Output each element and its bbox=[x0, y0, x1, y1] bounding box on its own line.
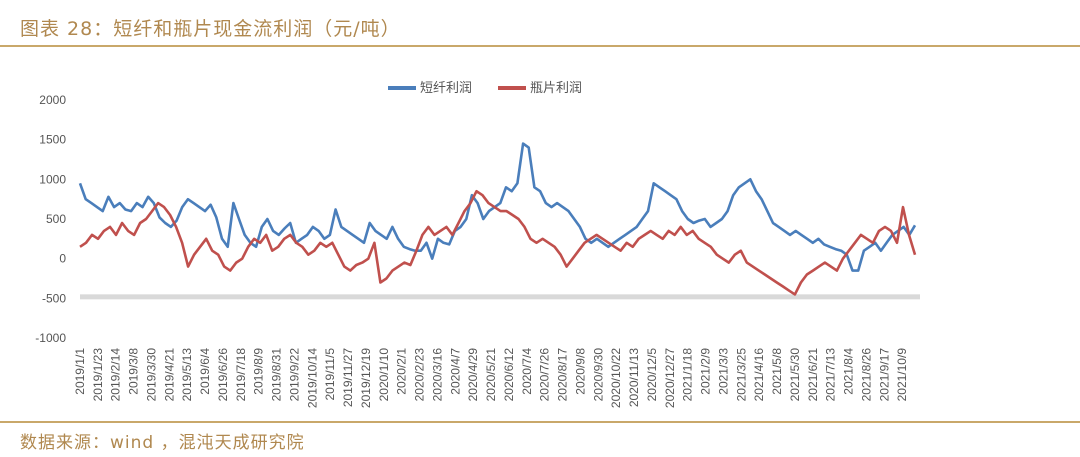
x-tick-label: 2020/7/26 bbox=[538, 348, 552, 402]
x-tick-label: 2019/10/14 bbox=[305, 348, 319, 408]
y-tick-label: 0 bbox=[59, 252, 66, 266]
x-tick-label: 2020/12/27 bbox=[663, 348, 677, 408]
x-tick-label: 2019/11/5 bbox=[323, 348, 337, 401]
x-tick-label: 2019/7/18 bbox=[234, 348, 248, 402]
x-tick-label: 2021/6/21 bbox=[806, 348, 820, 402]
x-tick-label: 2019/8/31 bbox=[270, 348, 284, 402]
x-tick-label: 2021/1/18 bbox=[681, 348, 695, 402]
x-tick-label: 2019/3/8 bbox=[127, 348, 141, 395]
baseline-band bbox=[80, 294, 920, 300]
y-axis: 2000 1500 1000 500 0 -500 -1000 bbox=[35, 93, 66, 345]
x-tick-label: 2019/9/22 bbox=[288, 348, 302, 402]
x-tick-label: 2019/12/19 bbox=[359, 348, 373, 408]
x-tick-label: 2020/10/22 bbox=[609, 348, 623, 408]
x-tick-label: 2021/5/30 bbox=[788, 348, 802, 402]
y-tick-label: 2000 bbox=[39, 93, 66, 107]
x-tick-label: 2019/5/13 bbox=[180, 348, 194, 402]
x-tick-label: 2021/10/9 bbox=[895, 348, 909, 402]
series-line-1 bbox=[79, 189, 917, 296]
x-tick-label: 2019/6/26 bbox=[216, 348, 230, 402]
x-tick-label: 2020/9/8 bbox=[573, 348, 587, 395]
y-tick-label: -1000 bbox=[35, 331, 66, 345]
line-chart: 短纤利润 瓶片利润 2000 1500 1000 500 0 -500 -1000 2019… bbox=[35, 81, 920, 408]
x-tick-label: 2021/4/16 bbox=[752, 348, 766, 402]
x-tick-label: 2019/2/14 bbox=[109, 348, 123, 402]
x-tick-label: 2020/12/5 bbox=[645, 348, 659, 402]
figure-title: 图表 28：短纤和瓶片现金流利润（元/吨） bbox=[20, 18, 401, 40]
y-tick-label: -500 bbox=[42, 291, 66, 305]
x-tick-label: 2019/8/9 bbox=[252, 348, 266, 395]
x-tick-label: 2020/4/7 bbox=[448, 348, 462, 395]
x-tick-label: 2019/11/27 bbox=[341, 348, 355, 407]
x-tick-label: 2021/8/4 bbox=[842, 348, 856, 395]
series-line-0 bbox=[78, 142, 917, 272]
x-tick-label: 2020/8/17 bbox=[556, 348, 570, 402]
x-tick-label: 2021/7/13 bbox=[824, 348, 838, 402]
y-tick-label: 1500 bbox=[39, 133, 66, 147]
x-axis: 2019/1/1 2019/1/23 2019/2/14 2019/3/8 2019/3… bbox=[73, 348, 909, 408]
x-tick-label: 2020/6/12 bbox=[502, 348, 516, 402]
x-tick-label: 2020/3/16 bbox=[430, 348, 444, 402]
x-tick-label: 2020/1/10 bbox=[377, 348, 391, 402]
x-tick-label: 2020/4/29 bbox=[466, 348, 480, 402]
x-tick-label: 2021/8/26 bbox=[859, 348, 873, 402]
legend-label-short-fiber: 短纤利润 bbox=[420, 81, 472, 96]
x-tick-label: 2019/1/23 bbox=[91, 348, 105, 402]
x-tick-label: 2020/2/23 bbox=[413, 348, 427, 402]
legend-label-bottle-chip: 瓶片利润 bbox=[530, 81, 582, 96]
x-tick-label: 2019/6/4 bbox=[198, 348, 212, 395]
x-tick-label: 2021/3/25 bbox=[734, 348, 748, 402]
series-lines bbox=[78, 142, 917, 296]
x-tick-label: 2021/5/8 bbox=[770, 348, 784, 395]
figure-source: 数据来源：wind ，混沌天成研究院 bbox=[20, 433, 305, 453]
x-tick-label: 2021/9/17 bbox=[877, 348, 891, 402]
gray-band bbox=[80, 294, 920, 300]
x-tick-label: 2020/9/30 bbox=[591, 348, 605, 402]
chart-legend: 短纤利润 瓶片利润 bbox=[388, 81, 582, 96]
x-tick-label: 2020/11/13 bbox=[627, 348, 641, 407]
x-tick-label: 2020/2/1 bbox=[395, 348, 409, 395]
x-tick-label: 2019/3/30 bbox=[145, 348, 159, 402]
y-tick-label: 500 bbox=[46, 212, 66, 226]
title-underline bbox=[0, 45, 1080, 47]
x-tick-label: 2020/7/4 bbox=[520, 348, 534, 395]
y-tick-label: 1000 bbox=[39, 172, 66, 186]
x-tick-label: 2020/5/21 bbox=[484, 348, 498, 402]
x-tick-label: 2021/3/3 bbox=[716, 348, 730, 395]
source-rule bbox=[0, 421, 1080, 423]
x-tick-label: 2019/4/21 bbox=[162, 348, 176, 402]
x-tick-label: 2021/2/9 bbox=[699, 348, 713, 395]
x-tick-label: 2019/1/1 bbox=[73, 348, 87, 395]
